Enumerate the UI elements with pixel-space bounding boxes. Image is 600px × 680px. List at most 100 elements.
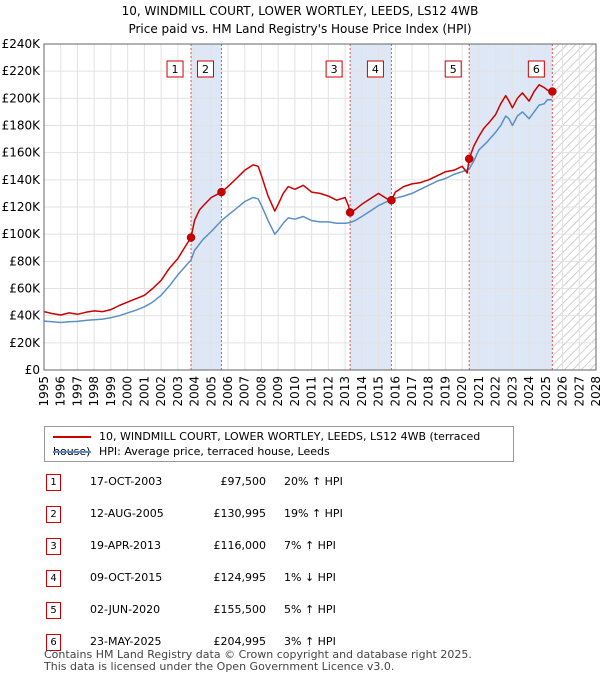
sale-number-badge: 2 <box>46 506 61 523</box>
y-tick-label: £80K <box>9 254 41 268</box>
y-tick-label: £240K <box>2 37 42 51</box>
sale-number-badge: 5 <box>46 602 61 619</box>
legend-item-hpi: HPI: Average price, terraced house, Leed… <box>53 444 330 459</box>
x-tick-label: 2013 <box>338 376 352 407</box>
legend: 10, WINDMILL COURT, LOWER WORTLEY, LEEDS… <box>44 426 514 462</box>
x-tick-label: 2000 <box>121 376 135 407</box>
legend-swatch-property <box>53 436 91 438</box>
event-badge <box>366 60 384 78</box>
x-tick-label: 2011 <box>305 376 319 407</box>
event-badge <box>166 60 184 78</box>
event-badge-label: 6 <box>533 63 540 76</box>
event-badge-label: 2 <box>202 63 209 76</box>
footer-line1: Contains HM Land Registry data © Crown c… <box>44 648 472 661</box>
x-tick-label: 2004 <box>188 376 202 407</box>
sale-date: 12-AUG-2005 <box>90 507 164 520</box>
sale-hpi-change: 3% ↑ HPI <box>284 635 336 648</box>
sale-row: 2 12-AUG-2005 £130,995 19% ↑ HPI <box>44 504 564 524</box>
sale-number-badge: 6 <box>46 634 61 651</box>
sale-price: £204,995 <box>213 635 267 648</box>
plot-area <box>43 43 597 371</box>
sale-date: 17-OCT-2003 <box>90 475 163 488</box>
x-tick-label: 2026 <box>556 376 570 407</box>
event-badge-label: 4 <box>372 63 379 76</box>
x-tick-label: 2005 <box>204 376 218 407</box>
x-tick-label: 2002 <box>154 376 168 407</box>
sale-point <box>186 233 196 242</box>
sale-hpi-change: 1% ↓ HPI <box>284 571 336 584</box>
sale-point <box>548 87 557 96</box>
sale-row: 3 19-APR-2013 £116,000 7% ↑ HPI <box>44 536 564 556</box>
event-badge-label: 1 <box>172 63 179 76</box>
chart-title-line2: Price paid vs. HM Land Registry's House … <box>128 22 472 36</box>
sale-point <box>464 154 474 164</box>
event-badge <box>444 60 462 78</box>
sale-hpi-change: 19% ↑ HPI <box>284 507 343 520</box>
event-badge <box>325 60 343 78</box>
sale-point <box>217 187 226 197</box>
x-tick-label: 2028 <box>589 376 600 407</box>
x-tick-label: 1996 <box>54 376 68 407</box>
sale-price: £116,000 <box>213 539 267 552</box>
price-chart: 1 2 3 4 5 6 £0 £20K £40K £60K £80K £100K £120K £140K… <box>2 37 600 407</box>
sale-price: £124,995 <box>213 571 267 584</box>
sale-price: £155,500 <box>213 603 267 616</box>
sale-row: 6 23-MAY-2025 £204,995 3% ↑ HPI <box>44 632 564 652</box>
x-tick-label: 2020 <box>455 376 469 407</box>
x-tick-label: 2023 <box>505 376 519 407</box>
sale-number-badge: 1 <box>46 474 61 491</box>
sale-hpi-change: 7% ↑ HPI <box>284 539 336 552</box>
y-tick-label: £60K <box>9 282 41 296</box>
sale-hpi-change: 5% ↑ HPI <box>284 603 336 616</box>
x-tick-label: 2015 <box>372 376 386 407</box>
x-tick-label: 2019 <box>438 376 452 407</box>
y-tick-label: £220K <box>2 64 42 78</box>
y-tick-label: £120K <box>2 200 42 214</box>
x-tick-label: 2010 <box>288 376 302 407</box>
x-tick-label: 2003 <box>171 376 185 407</box>
sale-point <box>387 195 396 205</box>
legend-swatch-hpi <box>53 451 91 453</box>
x-tick-label: 1998 <box>87 376 101 407</box>
x-tick-label: 2014 <box>355 376 369 407</box>
chart-title: 10, WINDMILL COURT, LOWER WORTLEY, LEEDS… <box>0 2 600 38</box>
x-tick-label: 2008 <box>254 376 268 407</box>
x-tick-label: 2024 <box>522 376 536 407</box>
y-tick-label: £140K <box>2 173 42 187</box>
sale-number-badge: 4 <box>46 570 61 587</box>
event-badge <box>527 60 545 78</box>
sale-date: 23-MAY-2025 <box>90 635 162 648</box>
x-tick-label: 2007 <box>238 376 252 407</box>
sale-number-badge: 3 <box>46 538 61 555</box>
x-tick-label: 1997 <box>70 376 84 407</box>
sale-row: 4 09-OCT-2015 £124,995 1% ↓ HPI <box>44 568 564 588</box>
x-tick-label: 2009 <box>271 376 285 407</box>
hpi-line <box>44 98 553 324</box>
chart-title-line1: 10, WINDMILL COURT, LOWER WORTLEY, LEEDS… <box>121 4 479 18</box>
x-tick-label: 2021 <box>472 376 486 407</box>
x-tick-label: 2012 <box>321 376 335 407</box>
event-badge-label: 3 <box>331 63 338 76</box>
sale-point <box>345 208 355 217</box>
sale-date: 09-OCT-2015 <box>90 571 163 584</box>
y-tick-label: £20K <box>9 336 41 350</box>
sale-hpi-change: 20% ↑ HPI <box>284 475 343 488</box>
legend-item-property: 10, WINDMILL COURT, LOWER WORTLEY, LEEDS… <box>53 429 513 458</box>
y-tick-label: £0 <box>25 363 40 377</box>
sale-row: 5 02-JUN-2020 £155,500 5% ↑ HPI <box>44 600 564 620</box>
sale-row: 1 17-OCT-2003 £97,500 20% ↑ HPI <box>44 472 564 492</box>
x-tick-label: 2017 <box>405 376 419 407</box>
sale-date: 02-JUN-2020 <box>90 603 161 616</box>
sale-price: £97,500 <box>220 475 267 488</box>
sale-price: £130,995 <box>213 507 267 520</box>
x-tick-label: 1995 <box>37 376 51 407</box>
x-tick-label: 2001 <box>137 376 151 407</box>
event-badge <box>196 60 214 78</box>
x-tick-label: 2027 <box>572 376 586 407</box>
x-tick-label: 2016 <box>388 376 402 407</box>
footer-attribution: Contains HM Land Registry data © Crown c… <box>44 649 472 673</box>
y-tick-label: £180K <box>2 119 42 133</box>
x-tick-label: 2006 <box>221 376 235 407</box>
y-tick-label: £160K <box>2 146 42 160</box>
y-tick-label: £100K <box>2 227 42 241</box>
